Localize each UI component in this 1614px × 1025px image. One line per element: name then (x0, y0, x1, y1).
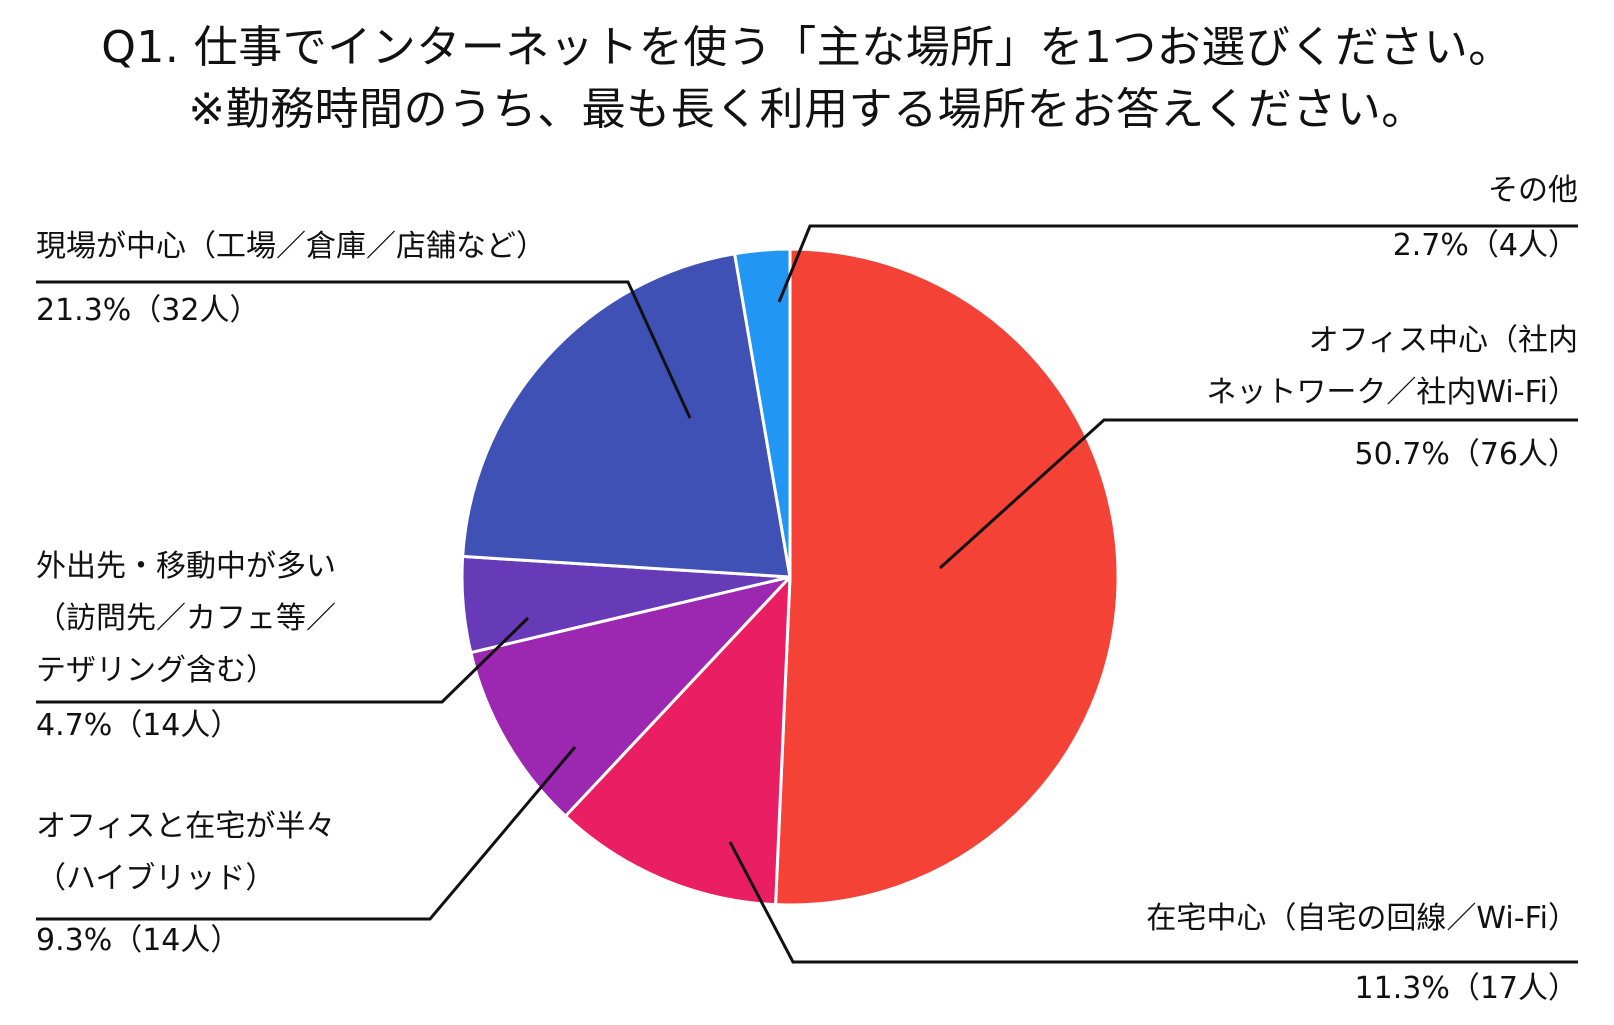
slice-name-office: オフィス中心（社内 (1309, 323, 1578, 358)
leader-line-home (728, 841, 1578, 964)
leader-line-other (777, 224, 1578, 303)
slice-value-label-home: 11.3%（17人） (1355, 971, 1578, 1006)
slice-value-label-other: 2.7%（4人） (1393, 228, 1578, 263)
leader-line-onsite (36, 280, 692, 419)
slice-value-label-hybrid: 9.3%（14人） (36, 923, 240, 958)
slice-name-office: ネットワーク／社内Wi-Fi） (1206, 375, 1578, 410)
slice-value-label-onsite: 21.3%（32人） (36, 293, 259, 328)
slice-name-mobile: 外出先・移動中が多い (36, 549, 336, 584)
pie-slice-home (563, 575, 792, 907)
slice-name-hybrid: （ハイブリッド） (36, 861, 275, 896)
pie-slices (460, 247, 1120, 907)
leader-line-office (938, 418, 1578, 570)
slice-name-mobile: テザリング含む） (36, 653, 276, 688)
slice-name-hybrid: オフィスと在宅が半々 (36, 809, 335, 844)
slice-name-home: 在宅中心（自宅の回線／Wi-Fi） (1146, 901, 1578, 936)
leader-line-mobile (36, 616, 530, 704)
chart-title: Q1. 仕事でインターネットを使う「主な場所」を1つお選びください。 (101, 22, 1513, 73)
slice-value-label-mobile: 4.7%（14人） (36, 708, 240, 743)
pie-slice-office (774, 247, 1120, 907)
pie-slice-onsite (461, 252, 792, 579)
slice-name-mobile: （訪問先／カフェ等／ (36, 601, 336, 636)
leader-line-hybrid (36, 746, 577, 921)
slice-name-onsite: 現場が中心（工場／倉庫／店舗など） (36, 229, 546, 264)
leader-lines (36, 224, 1578, 964)
slice-value-label-office: 50.7%（76人） (1355, 437, 1578, 472)
slice-name-other: その他 (1488, 173, 1578, 208)
pie-slice-hybrid (469, 575, 792, 818)
chart-subtitle: ※勤務時間のうち、最も長く利用する場所をお答えください。 (188, 84, 1426, 135)
pie-slice-other (733, 247, 792, 579)
